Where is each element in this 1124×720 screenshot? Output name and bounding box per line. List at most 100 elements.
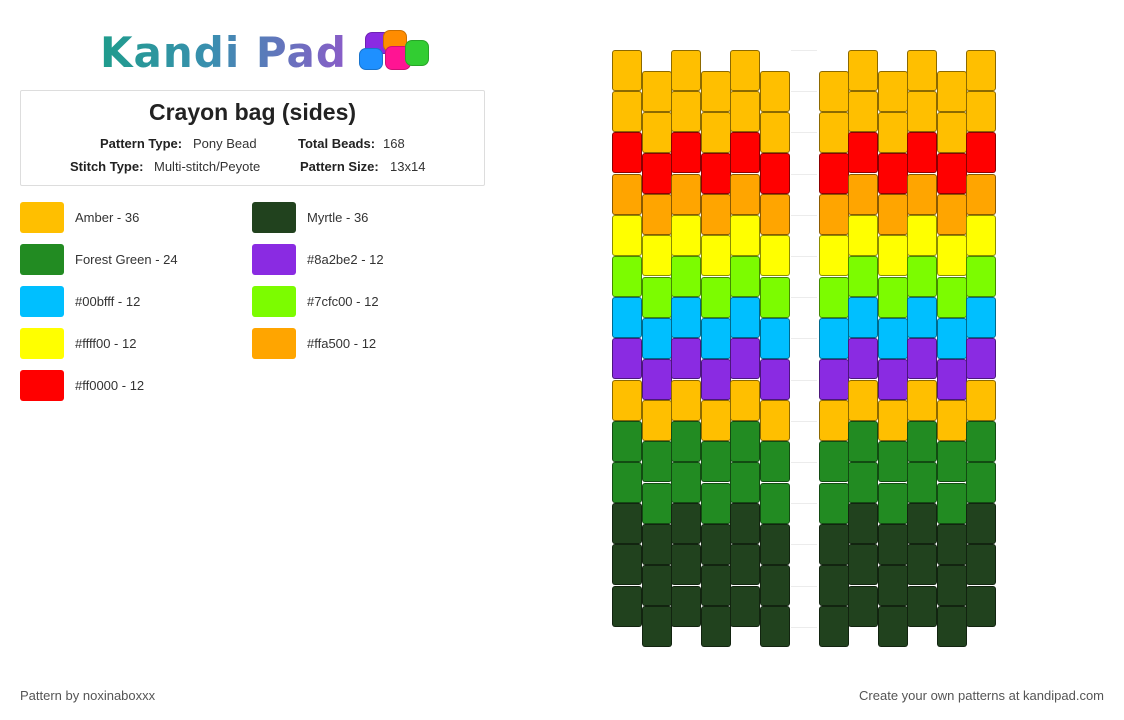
logo-bead-icon [404, 40, 429, 66]
bead [966, 132, 996, 173]
bead [848, 91, 878, 132]
bead [966, 503, 996, 544]
legend-item: #ffa500 - 12 [252, 328, 472, 360]
bead [878, 441, 908, 482]
bead [612, 50, 642, 91]
bead [907, 586, 937, 627]
bead [878, 71, 908, 112]
bead [907, 462, 937, 503]
color-legend: Amber - 36 Myrtle - 36 Forest Green - 24… [20, 202, 490, 422]
bead [671, 586, 701, 627]
bead [612, 380, 642, 421]
bead [730, 256, 760, 297]
bead [642, 359, 672, 400]
bead [848, 421, 878, 462]
color-swatch [20, 202, 64, 233]
bead [612, 462, 642, 503]
bead [907, 132, 937, 173]
bead [848, 544, 878, 585]
bead [701, 606, 731, 647]
logo-text: Kandi Pad [100, 27, 347, 77]
bead [937, 153, 967, 194]
stitch-type-value: Multi-stitch/Peyote [154, 159, 261, 174]
bead [612, 421, 642, 462]
bead-column [907, 48, 937, 652]
bead [907, 297, 937, 338]
legend-item: Myrtle - 36 [252, 202, 472, 234]
color-swatch [20, 370, 64, 401]
bead [730, 586, 760, 627]
bead [730, 215, 760, 256]
bead [671, 91, 701, 132]
bead [612, 338, 642, 379]
bead [878, 153, 908, 194]
bead-column [760, 48, 790, 652]
bead [671, 380, 701, 421]
bead-column [642, 48, 672, 652]
bead [966, 462, 996, 503]
bead [907, 380, 937, 421]
bead [760, 400, 790, 441]
bead [671, 503, 701, 544]
bead [848, 174, 878, 215]
bead [966, 297, 996, 338]
bead [612, 503, 642, 544]
bead [701, 441, 731, 482]
bead [966, 544, 996, 585]
bead [848, 297, 878, 338]
bead [760, 277, 790, 318]
bead [937, 359, 967, 400]
bead [848, 503, 878, 544]
bead [878, 112, 908, 153]
color-swatch [20, 328, 64, 359]
bead [612, 132, 642, 173]
bead [760, 194, 790, 235]
bead [848, 338, 878, 379]
bead [819, 606, 849, 647]
bead [819, 483, 849, 524]
bead [730, 174, 760, 215]
bead [642, 524, 672, 565]
bead [848, 50, 878, 91]
bead [966, 421, 996, 462]
pattern-type-value: Pony Bead [193, 136, 257, 151]
bead [612, 297, 642, 338]
bead [701, 277, 731, 318]
logo-bead-icon [358, 48, 383, 70]
bead [878, 235, 908, 276]
bead [819, 277, 849, 318]
bead-column [730, 48, 760, 652]
bead-column [848, 48, 878, 652]
legend-item: #8a2be2 - 12 [252, 244, 472, 276]
kandi-pad-logo[interactable]: Kandi Pad [100, 24, 433, 80]
bead [878, 606, 908, 647]
bead [701, 194, 731, 235]
bead [701, 565, 731, 606]
bead [642, 235, 672, 276]
bead [966, 50, 996, 91]
bead [701, 112, 731, 153]
pattern-size-value: 13x14 [390, 159, 426, 174]
bead [701, 400, 731, 441]
total-beads-value: 168 [383, 136, 405, 151]
bead [760, 71, 790, 112]
bead-cluster-icon [357, 28, 433, 76]
bead [966, 338, 996, 379]
bead [937, 318, 967, 359]
kandipad-link[interactable]: Create your own patterns at kandipad.com [859, 688, 1104, 703]
bead [671, 338, 701, 379]
bead [937, 277, 967, 318]
bead [760, 112, 790, 153]
bead [819, 400, 849, 441]
bead [642, 606, 672, 647]
bead [819, 112, 849, 153]
bead [819, 359, 849, 400]
bead [760, 483, 790, 524]
bead [701, 483, 731, 524]
bead [671, 256, 701, 297]
bead [878, 359, 908, 400]
legend-item: Forest Green - 24 [20, 244, 240, 276]
bead [907, 338, 937, 379]
bead [878, 318, 908, 359]
bead [642, 318, 672, 359]
